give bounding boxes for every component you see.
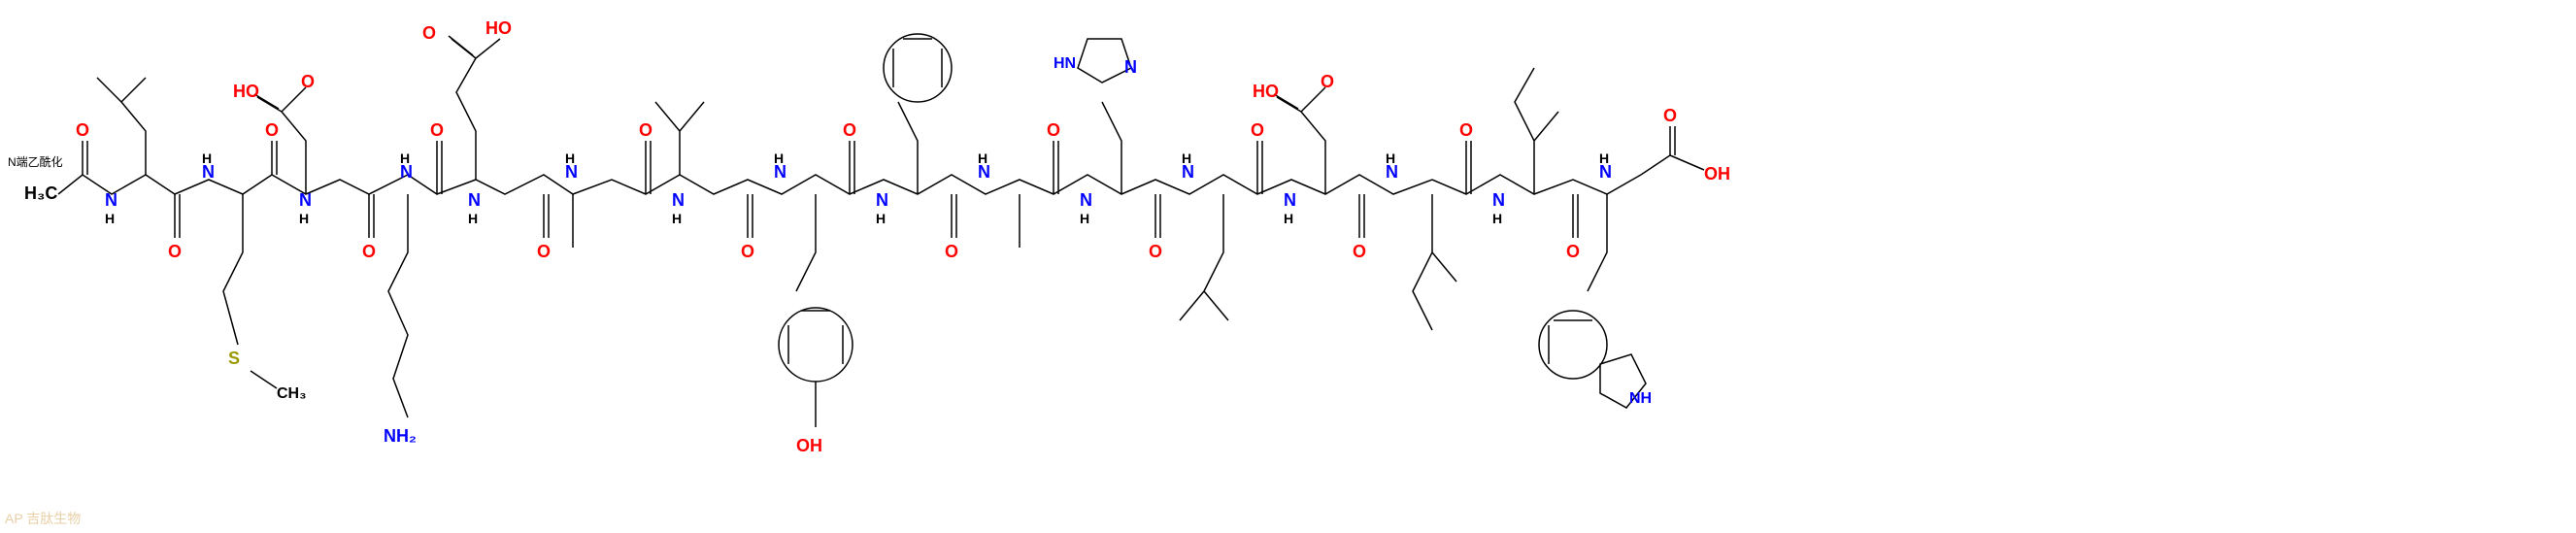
svg-text:O: O [1321,72,1334,91]
svg-text:N: N [1080,190,1092,210]
svg-text:H: H [876,211,886,226]
svg-text:O: O [1459,120,1473,140]
svg-text:H: H [565,150,575,166]
svg-text:H: H [672,211,682,226]
svg-text:O: O [1353,242,1366,261]
svg-text:H: H [1284,211,1293,226]
svg-text:H: H [105,211,115,226]
svg-text:O: O [639,120,652,140]
svg-text:HO: HO [233,82,259,101]
svg-text:O: O [168,242,182,261]
svg-text:O: O [537,242,551,261]
svg-text:O: O [945,242,958,261]
svg-text:N: N [672,190,685,210]
svg-text:N: N [876,190,888,210]
svg-text:O: O [265,120,279,140]
svg-text:O: O [843,120,856,140]
svg-text:N: N [1284,190,1296,210]
svg-text:H: H [1492,211,1502,226]
svg-text:O: O [1663,106,1677,125]
watermark-logo: AP 吉肽生物 [5,509,81,528]
svg-text:O: O [1149,242,1162,261]
svg-text:O: O [741,242,754,261]
svg-text:N: N [299,190,312,210]
peptide-structure-diagram: H₃C O NH O NH S CH₃ O NH HO O O NH NH₂ O… [0,0,2576,533]
svg-text:HO: HO [485,18,512,38]
svg-text:HN: HN [1054,55,1076,72]
svg-text:H: H [202,150,212,166]
svg-text:O: O [422,23,436,43]
svg-text:S: S [228,349,240,368]
svg-text:H: H [774,150,784,166]
svg-text:N: N [468,190,481,210]
svg-text:H: H [1386,150,1395,166]
svg-text:CH₃: CH₃ [277,385,307,402]
svg-text:H: H [978,150,987,166]
svg-text:HO: HO [1253,82,1279,101]
svg-text:O: O [76,120,89,140]
svg-text:O: O [362,242,376,261]
svg-text:O: O [430,120,444,140]
svg-text:H: H [400,150,410,166]
svg-text:O: O [1251,120,1264,140]
svg-text:N: N [105,190,117,210]
svg-text:H: H [1080,211,1089,226]
svg-text:N: N [1492,190,1505,210]
svg-text:NH: NH [1629,390,1652,407]
svg-text:O: O [301,72,315,91]
svg-text:H: H [468,211,478,226]
svg-text:OH: OH [796,436,822,455]
svg-text:H: H [1182,150,1191,166]
svg-text:O: O [1566,242,1580,261]
svg-text:N: N [1124,57,1137,77]
svg-text:H: H [299,211,309,226]
n-terminal-annotation: N端乙酰化 [8,153,63,170]
svg-text:NH₂: NH₂ [384,426,417,446]
svg-text:OH: OH [1704,164,1730,183]
svg-text:H: H [1599,150,1609,166]
svg-text:H₃C: H₃C [24,183,57,203]
svg-text:O: O [1047,120,1060,140]
